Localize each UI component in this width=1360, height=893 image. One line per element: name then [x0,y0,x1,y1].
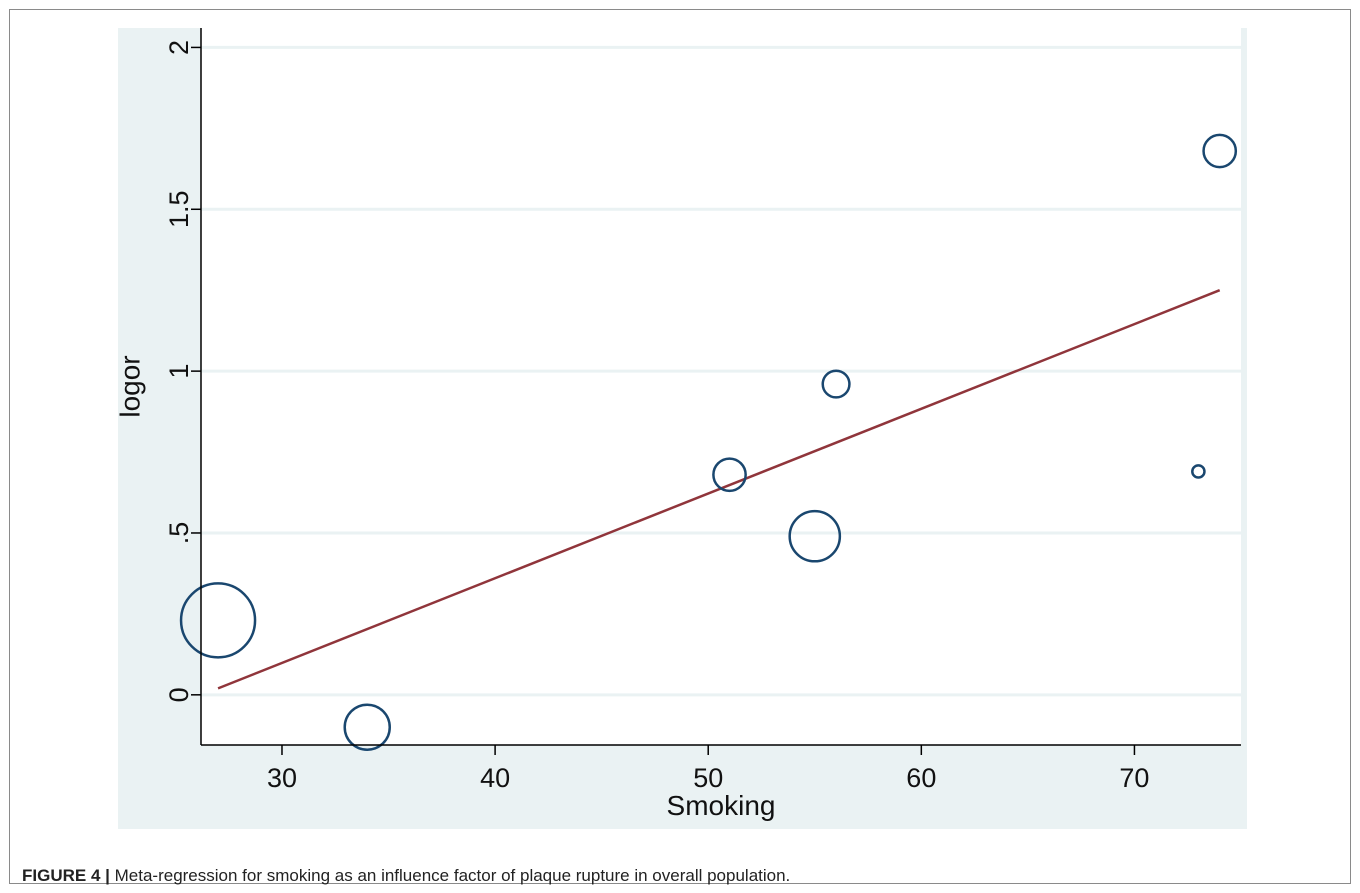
fit-line-group [217,289,1221,690]
figure-frame: 30 40 50 60 70 0 .5 1 1.5 2 Smoking logor [9,9,1351,884]
x-axis-title: Smoking [667,790,776,821]
plot-region [201,28,1241,745]
fit-line [217,289,1221,690]
data-point-5 [1191,464,1206,479]
figure-label: FIGURE 4 | [22,866,110,885]
y-tick-label-1: .5 [164,522,194,545]
markers [179,133,1238,751]
x-tick-label-1: 40 [480,763,510,793]
meta-regression-chart: 30 40 50 60 70 0 .5 1 1.5 2 Smoking logor [115,28,1247,829]
y-axis-title: logor [115,355,146,417]
x-tick-label-2: 50 [693,763,723,793]
data-point-1 [343,703,391,751]
data-point-2 [712,457,747,493]
y-tick-label-0: 0 [164,687,194,702]
gridlines [201,45,1241,697]
x-tick-label-4: 70 [1119,763,1149,793]
figure-caption: FIGURE 4 | Meta-regression for smoking a… [22,866,790,886]
y-tick-label-3: 1.5 [164,190,194,228]
data-point-0 [179,582,257,659]
x-tick-label-0: 30 [267,763,297,793]
figure-caption-text: Meta-regression for smoking as an influe… [114,866,791,885]
data-point-4 [821,369,851,399]
data-point-3 [788,509,842,563]
axes [191,28,1241,755]
y-tick-label-2: 1 [164,364,194,379]
tick-labels: 30 40 50 60 70 0 .5 1 1.5 2 [164,40,1149,793]
y-tick-label-4: 2 [164,40,194,55]
data-point-6 [1202,133,1238,169]
x-tick-label-3: 60 [906,763,936,793]
